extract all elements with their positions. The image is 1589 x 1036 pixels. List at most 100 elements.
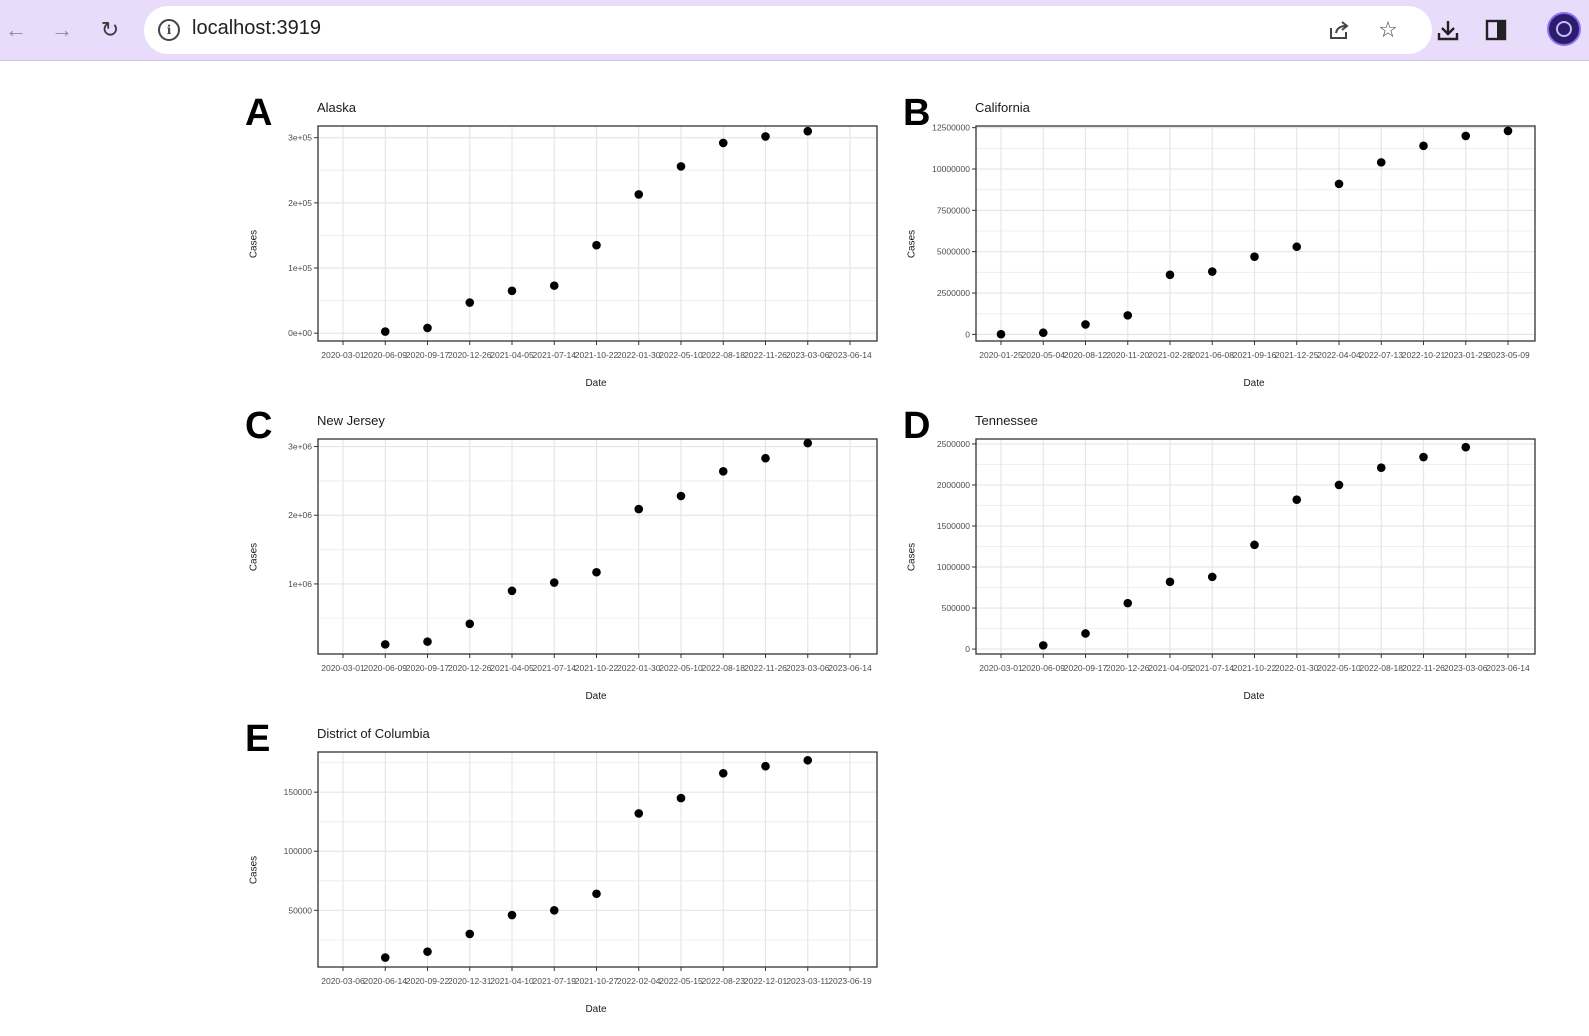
- x-tick-label: 2020-11-20: [1106, 350, 1149, 360]
- data-point: [634, 809, 644, 818]
- x-tick-label: 2021-10-22: [1233, 663, 1277, 673]
- data-point: [465, 619, 475, 629]
- x-tick-label: 2020-03-01: [979, 663, 1023, 673]
- scatter-plot: 2020-03-012020-06-092020-09-172020-12-26…: [937, 438, 1536, 673]
- plot-border: [975, 125, 1536, 342]
- x-tick-label: 2020-12-26: [448, 350, 492, 360]
- data-point: [549, 905, 559, 915]
- browser-toolbar: ← → ↻ i localhost:3919 ☆: [0, 0, 1589, 61]
- data-point: [676, 162, 686, 171]
- x-tick-label: 2021-09-16: [1233, 350, 1277, 360]
- share-icon[interactable]: [1327, 18, 1351, 42]
- data-point: [803, 438, 813, 448]
- data-point: [676, 793, 686, 803]
- address-bar[interactable]: i localhost:3919 ☆: [144, 6, 1432, 54]
- x-tick-label: 2020-01-25: [979, 350, 1023, 360]
- profile-avatar-icon[interactable]: [1547, 12, 1581, 46]
- x-tick-label: 2022-11-26: [744, 663, 787, 673]
- data-point: [1334, 179, 1344, 189]
- x-axis-label: Date: [585, 691, 607, 702]
- data-point: [1461, 442, 1471, 452]
- download-icon[interactable]: [1432, 14, 1464, 46]
- side-panel-icon[interactable]: [1480, 14, 1512, 46]
- data-point: [1207, 267, 1217, 276]
- y-tick-label: 5000000: [937, 247, 970, 257]
- data-point: [718, 138, 728, 148]
- chart-title: California: [975, 100, 1030, 115]
- x-tick-label: 2022-07-13: [1360, 350, 1404, 360]
- y-tick-label: 150000: [284, 787, 313, 797]
- data-point: [1419, 452, 1428, 462]
- data-point: [1419, 141, 1428, 151]
- y-tick-label: 2500000: [937, 439, 970, 449]
- data-point: [803, 755, 813, 765]
- y-tick-label: 10000000: [932, 164, 970, 174]
- x-tick-label: 2022-10-21: [1402, 350, 1446, 360]
- panel-letter: C: [245, 405, 273, 447]
- data-point: [1376, 463, 1386, 473]
- chart-title: New Jersey: [317, 413, 385, 428]
- data-point: [634, 504, 644, 514]
- forward-arrow-icon[interactable]: →: [51, 17, 73, 42]
- x-tick-label: 2022-08-18: [1360, 663, 1404, 673]
- reload-icon[interactable]: ↻: [100, 17, 120, 42]
- chart-panel-d: D Tennessee Cases Date 2020-03-01 2020-06…: [903, 407, 1563, 719]
- x-tick-label: 2020-06-09: [1022, 663, 1066, 673]
- y-tick-label: 12500000: [932, 123, 970, 133]
- y-tick-label: 1e+05: [288, 263, 312, 273]
- x-tick-label: 2022-04-04: [1317, 350, 1361, 360]
- plot-area: [318, 439, 877, 654]
- star-icon[interactable]: ☆: [1378, 17, 1398, 42]
- x-tick-label: 2020-12-26: [448, 663, 492, 673]
- data-point: [380, 327, 390, 336]
- x-tick-label: 2023-03-06: [786, 350, 830, 360]
- info-icon[interactable]: i: [158, 19, 180, 41]
- x-tick-label: 2022-05-10: [659, 350, 703, 360]
- data-point: [1461, 131, 1471, 141]
- x-axis-label: Date: [1243, 378, 1265, 389]
- scatter-plot: 2020-03-012020-06-092020-09-172020-12-26…: [288, 438, 878, 673]
- x-tick-label: 2021-07-14: [533, 350, 577, 360]
- data-point: [592, 889, 601, 899]
- y-tick-label: 2e+06: [288, 510, 312, 520]
- data-point: [380, 640, 390, 649]
- y-tick-label: 0: [965, 644, 970, 654]
- data-point: [592, 240, 601, 250]
- y-tick-label: 0: [965, 329, 970, 339]
- x-tick-label: 2021-10-22: [575, 350, 619, 360]
- chart-panel-a: A Alaska Cases Date 2020-03-01 2020-06-09…: [245, 94, 905, 406]
- data-point: [507, 910, 517, 920]
- chart-panel-c: C New Jersey Cases Date 2020-03-01 2020-0…: [245, 407, 905, 719]
- x-tick-label: 2022-01-30: [1275, 663, 1319, 673]
- x-tick-label: 2022-05-10: [659, 663, 703, 673]
- scatter-plot: 2020-03-012020-06-092020-09-172020-12-26…: [288, 125, 878, 360]
- data-point: [996, 329, 1006, 339]
- back-arrow-icon[interactable]: ←: [5, 17, 27, 42]
- x-tick-label: 2020-05-04: [1022, 350, 1066, 360]
- x-axis-label: Date: [585, 1004, 607, 1015]
- x-tick-label: 2022-08-18: [702, 350, 746, 360]
- chart-title: Alaska: [317, 100, 357, 115]
- panel-letter: B: [903, 92, 931, 134]
- data-point: [380, 953, 390, 962]
- y-tick-label: 50000: [288, 905, 312, 915]
- panel-letter: E: [245, 718, 271, 760]
- data-point: [465, 929, 475, 939]
- plot-border: [317, 751, 878, 968]
- plot-area: [318, 752, 877, 967]
- x-tick-label: 2020-03-01: [321, 663, 365, 673]
- data-point: [761, 453, 770, 463]
- y-tick-label: 0e+00: [288, 328, 312, 338]
- chart-panel-e: E District of Columbia Cases Date 2020-0…: [245, 720, 905, 1032]
- plot-border: [317, 438, 878, 655]
- data-point: [1081, 629, 1090, 638]
- x-tick-label: 2021-07-14: [1191, 663, 1235, 673]
- x-axis-label: Date: [1243, 691, 1265, 702]
- x-tick-label: 2020-12-26: [1106, 663, 1150, 673]
- x-tick-label: 2020-06-14: [364, 976, 408, 986]
- x-tick-label: 2023-06-14: [828, 350, 872, 360]
- data-point: [761, 761, 770, 771]
- address-url[interactable]: localhost:3919: [192, 17, 321, 39]
- x-tick-label: 2022-08-18: [702, 663, 746, 673]
